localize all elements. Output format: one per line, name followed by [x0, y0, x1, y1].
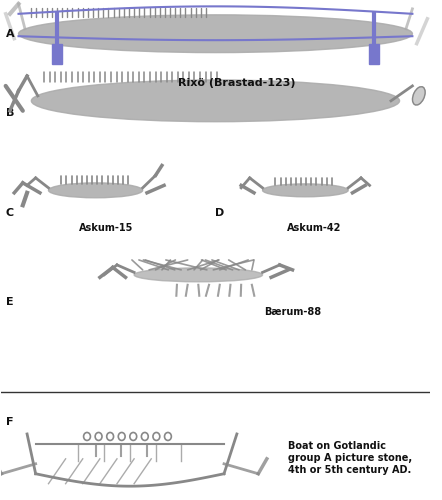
Ellipse shape: [19, 15, 412, 52]
Text: F: F: [6, 416, 13, 426]
Bar: [52, 44, 62, 64]
Text: Rixö (Brastad-123): Rixö (Brastad-123): [178, 78, 296, 88]
Bar: [369, 44, 379, 64]
Text: B: B: [6, 108, 14, 118]
Text: Bærum-88: Bærum-88: [264, 307, 321, 317]
Text: D: D: [215, 208, 225, 218]
Ellipse shape: [412, 86, 425, 105]
Text: E: E: [6, 297, 13, 307]
Text: Boat on Gotlandic
group A picture stone,
4th or 5th century AD.: Boat on Gotlandic group A picture stone,…: [288, 442, 412, 474]
Text: Askum-42: Askum-42: [287, 222, 341, 232]
Text: Askum-15: Askum-15: [79, 222, 133, 232]
Text: C: C: [6, 208, 14, 218]
Ellipse shape: [31, 80, 400, 122]
Ellipse shape: [49, 183, 143, 198]
Text: A: A: [6, 28, 14, 38]
Ellipse shape: [263, 184, 348, 197]
Ellipse shape: [134, 268, 263, 282]
